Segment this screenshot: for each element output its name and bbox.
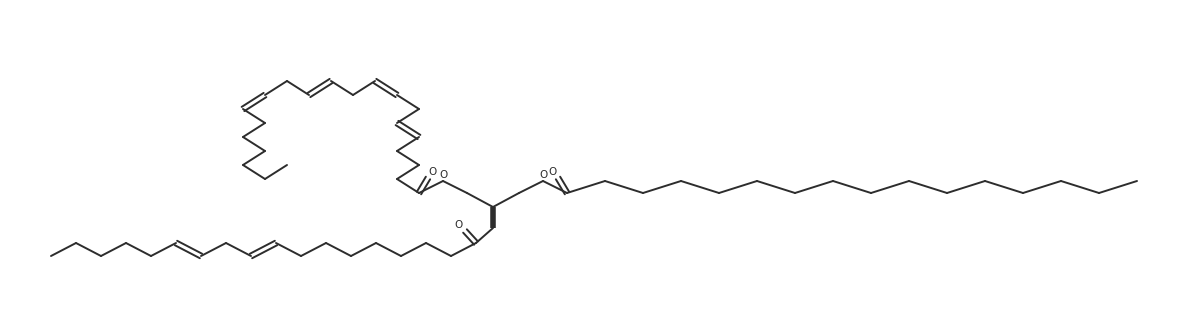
Text: O: O: [440, 170, 448, 180]
Text: O: O: [540, 170, 548, 180]
Text: O: O: [455, 220, 463, 230]
Text: O: O: [549, 167, 558, 177]
Text: O: O: [429, 167, 437, 177]
